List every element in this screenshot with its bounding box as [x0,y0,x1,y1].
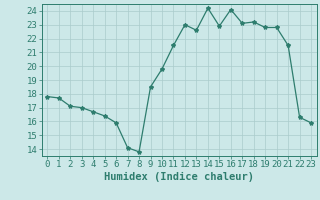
X-axis label: Humidex (Indice chaleur): Humidex (Indice chaleur) [104,172,254,182]
